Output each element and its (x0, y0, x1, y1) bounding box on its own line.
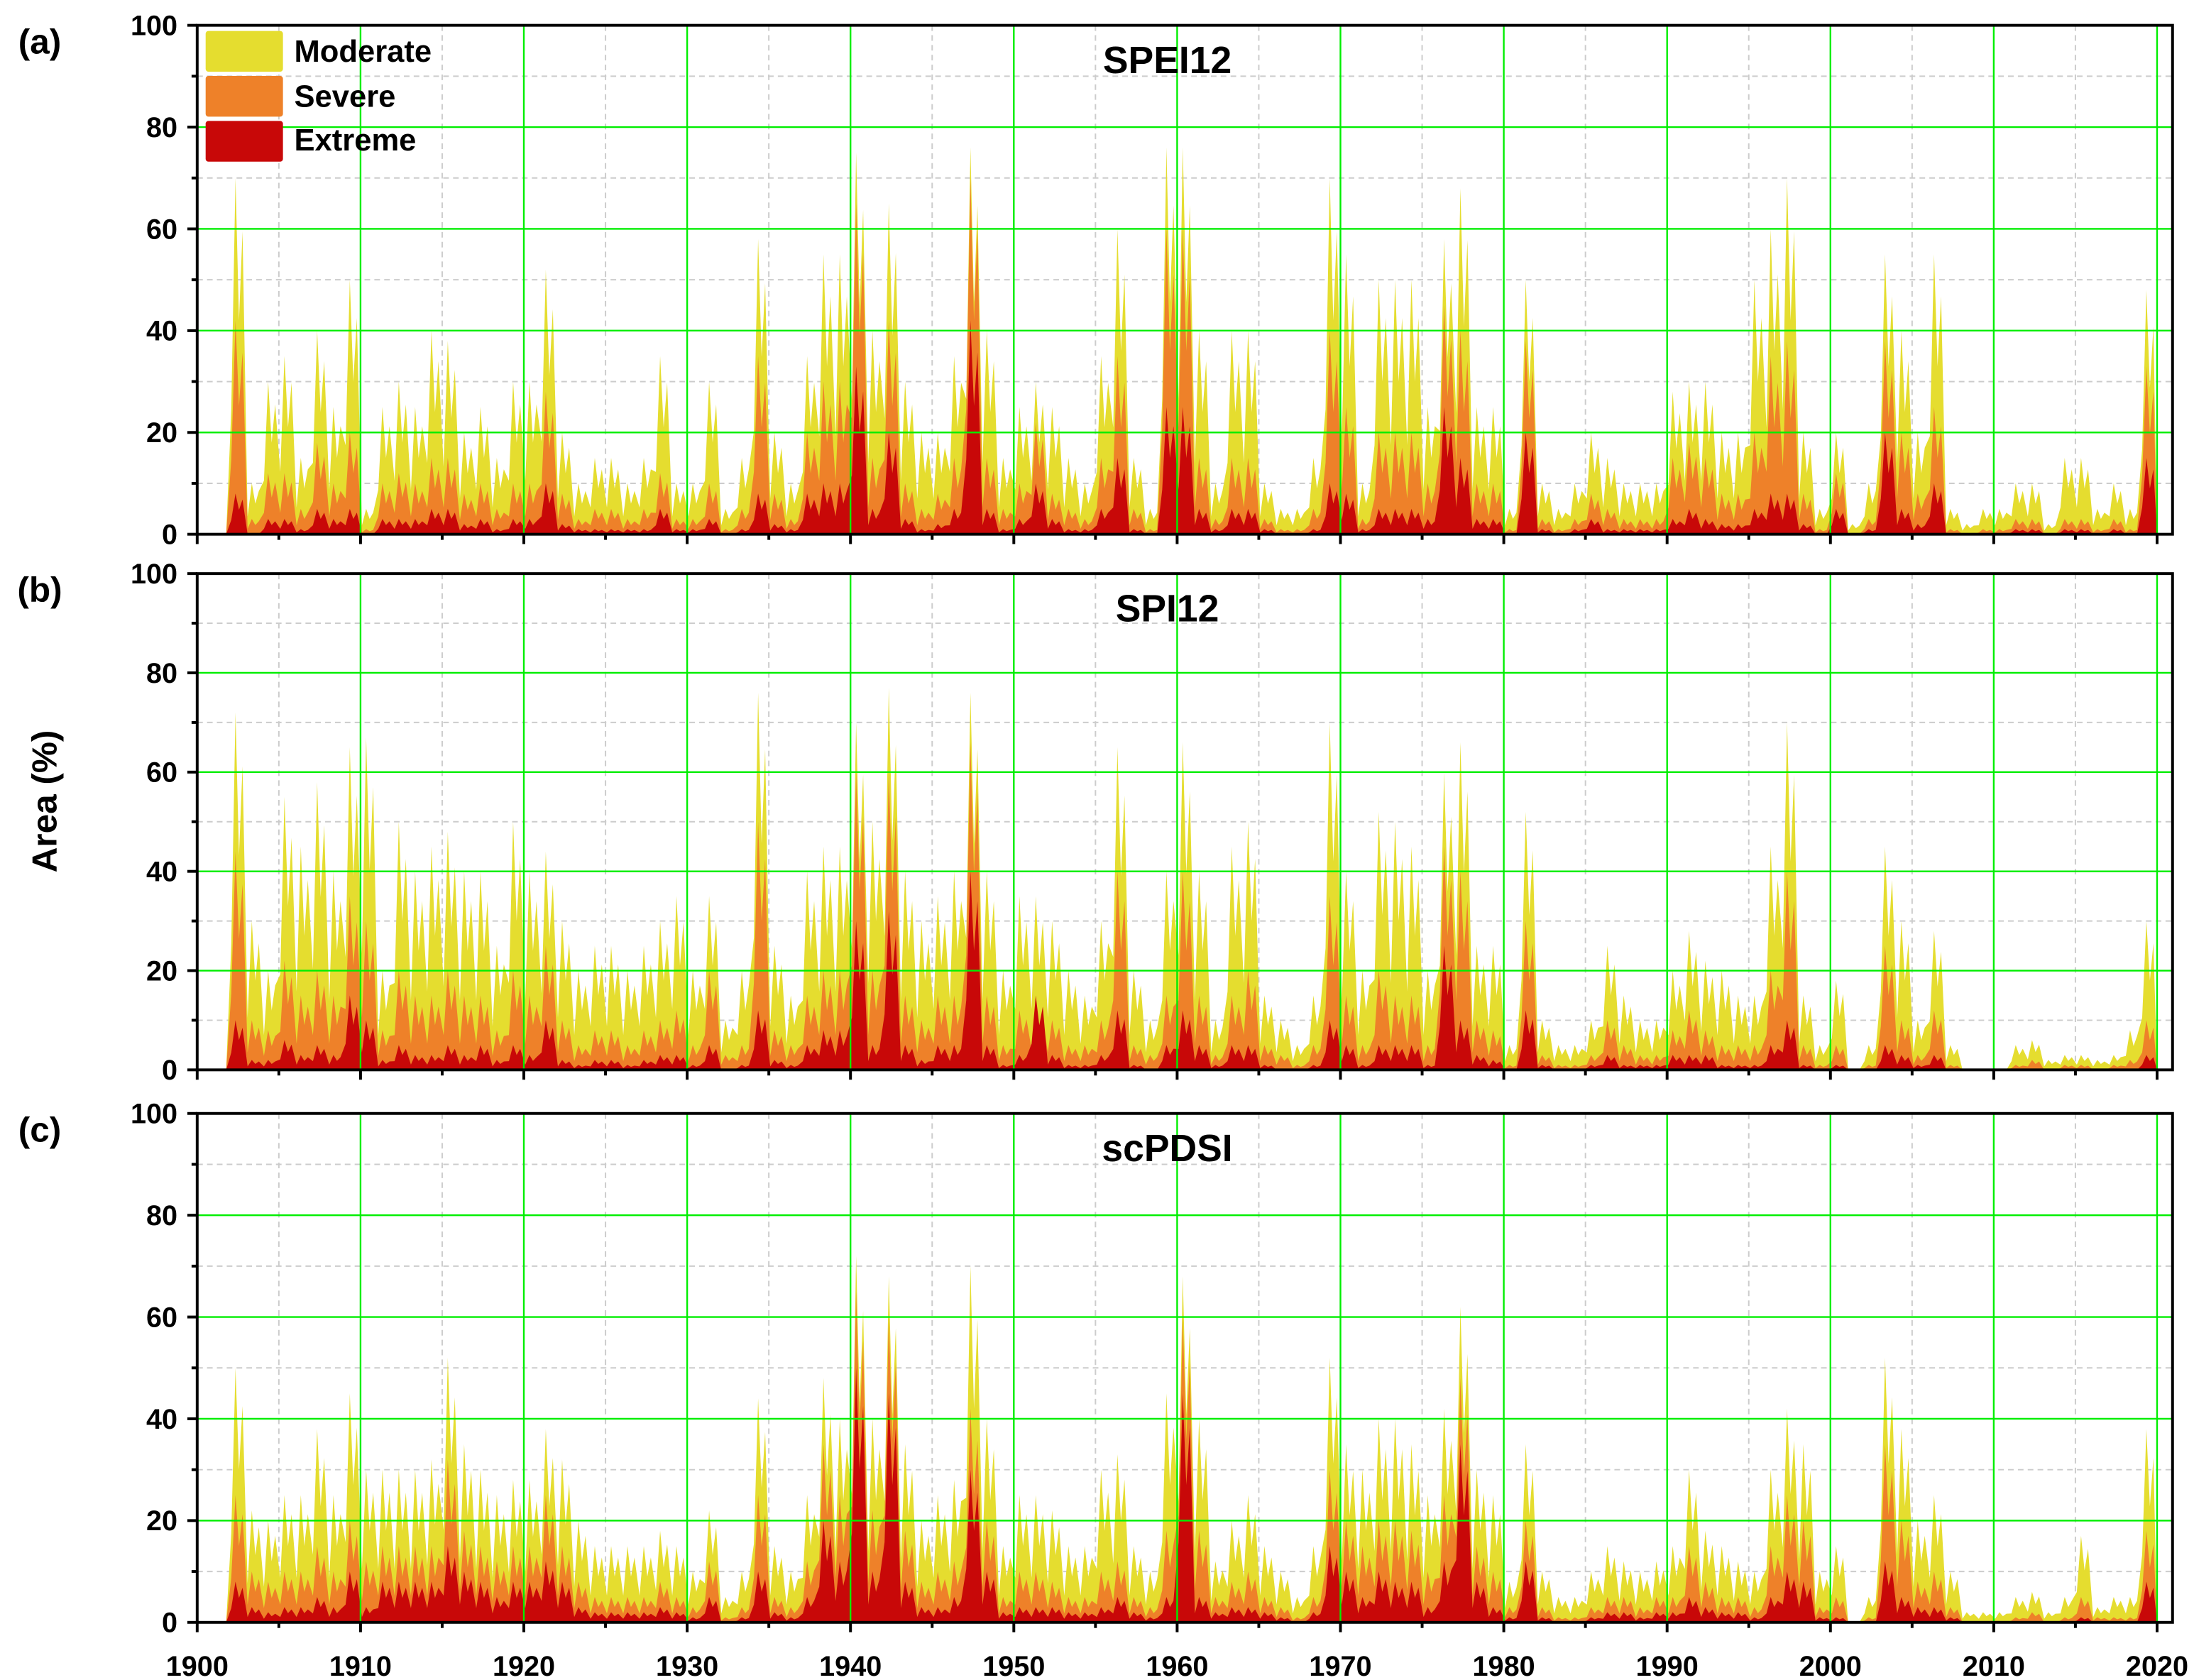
legend-swatch-extreme (205, 121, 283, 162)
panel-title: SPEI12 (1103, 40, 1232, 82)
panel-label: (a) (18, 22, 61, 61)
area-severe-scpdsi (213, 1291, 2157, 1623)
y-tick-label: 100 (131, 11, 177, 42)
y-tick-label: 60 (146, 757, 177, 789)
area-severe-spi12 (213, 742, 2157, 1070)
y-tick-label: 60 (146, 214, 177, 245)
x-tick-label: 1900 (166, 1651, 229, 1680)
y-tick-label: 20 (146, 417, 177, 449)
x-tick-label: 1910 (329, 1651, 392, 1680)
legend-swatch-severe (205, 75, 283, 117)
x-tick-label: 1920 (493, 1651, 555, 1680)
y-tick-label: 100 (131, 1099, 177, 1130)
panel-title: SPI12 (1116, 588, 1219, 630)
x-tick-label: 1970 (1309, 1651, 1371, 1680)
y-tick-label: 0 (162, 1055, 177, 1086)
y-tick-label: 40 (146, 1404, 177, 1435)
panel-title: scPDSI (1102, 1128, 1232, 1170)
y-tick-label: 60 (146, 1302, 177, 1333)
x-tick-label: 1940 (819, 1651, 882, 1680)
legend-swatch-moderate (205, 31, 283, 72)
area-extreme-scpdsi (213, 1368, 2157, 1623)
y-tick-label: 100 (131, 559, 177, 590)
y-tick-label: 0 (162, 1608, 177, 1639)
x-tick-label: 1980 (1473, 1651, 1535, 1680)
y-tick-label: 20 (146, 1505, 177, 1537)
x-tick-label: 1950 (982, 1651, 1045, 1680)
panel-label: (c) (18, 1110, 61, 1149)
legend-label-severe: Severe (294, 80, 395, 114)
area-moderate-spi12 (213, 687, 2157, 1070)
area-severe-spei12 (213, 177, 2157, 534)
area-extreme-spi12 (213, 871, 2157, 1070)
y-tick-label: 20 (146, 955, 177, 987)
y-tick-label: 0 (162, 520, 177, 551)
y-tick-label: 80 (146, 1200, 177, 1231)
panel-label: (b) (17, 571, 62, 610)
legend: Moderate Severe Extreme (205, 31, 432, 162)
x-tick-label: 2020 (2126, 1651, 2188, 1680)
panel-spi12: 0 20 40 60 80 100 SPI12 (b) (17, 559, 2174, 1086)
x-tick-label: 2000 (1799, 1651, 1862, 1680)
legend-label-extreme: Extreme (294, 123, 416, 158)
y-tick-label: 40 (146, 857, 177, 888)
y-tick-label: 80 (146, 658, 177, 689)
x-tick-label: 1990 (1636, 1651, 1699, 1680)
x-tick-label: 1930 (656, 1651, 718, 1680)
panel-spei12: 0 20 40 60 80 100 SPEI12 (a) (18, 11, 2174, 551)
y-tick-label: 80 (146, 112, 177, 143)
x-tick-label: 1960 (1146, 1651, 1208, 1680)
x-tick-label: 2010 (1963, 1651, 2025, 1680)
y-axis-label: Area (%) (26, 730, 65, 873)
area-extreme-spei12 (213, 320, 2157, 534)
y-tick-label: 40 (146, 316, 177, 347)
legend-label-moderate: Moderate (294, 35, 432, 69)
panel-scpdsi: 0 20 40 60 80 100 1900 1910 1920 1930 1940 1950 1960… (18, 1099, 2188, 1680)
